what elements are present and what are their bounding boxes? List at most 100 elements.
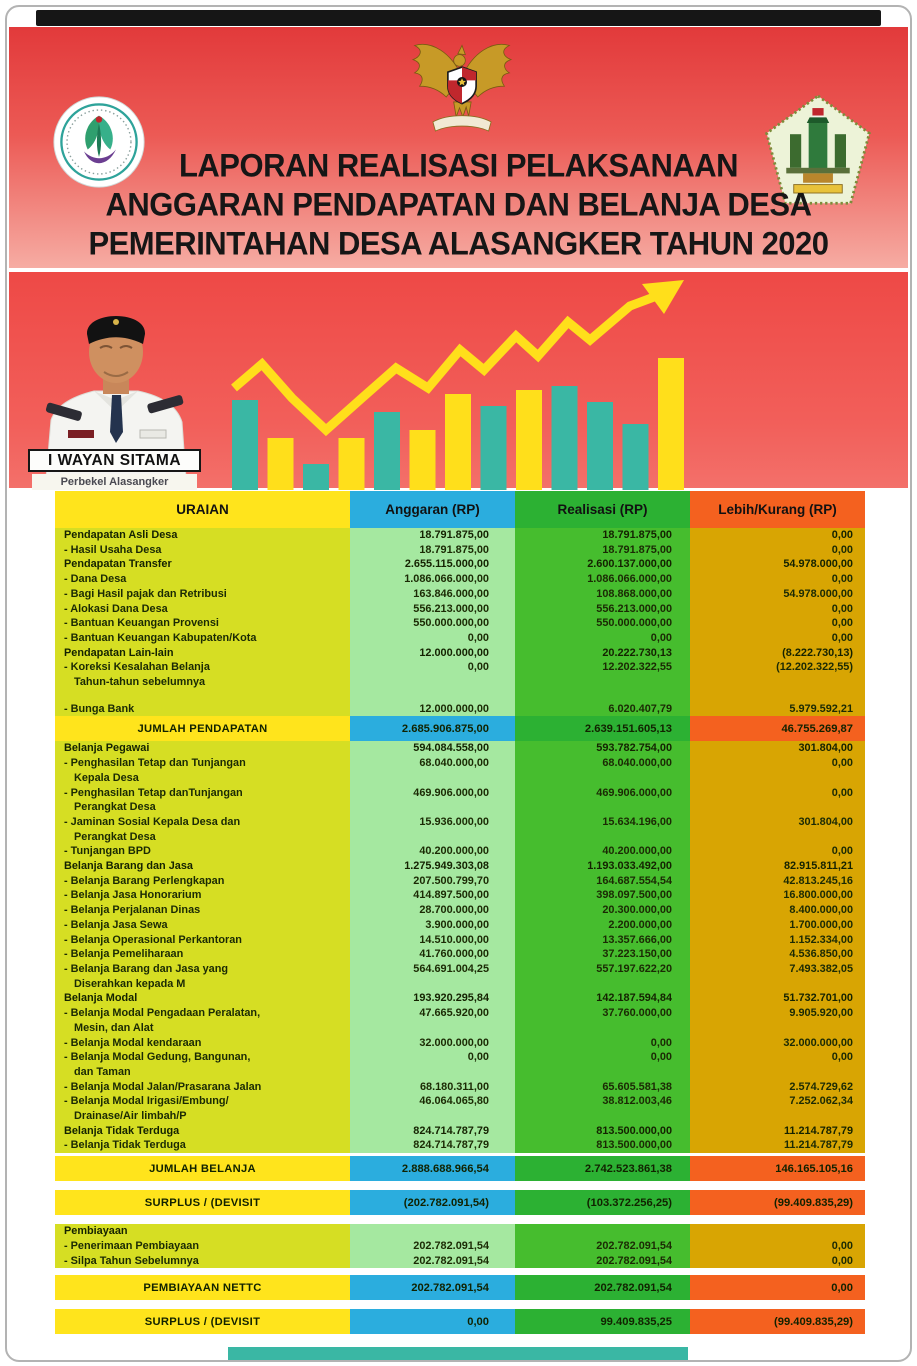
table-row: Belanja Pegawai 594.084.558,00 593.782.754…	[55, 741, 865, 757]
teal-bar	[303, 464, 329, 490]
anggaran-cell: 68.040.000,00	[350, 756, 515, 786]
row-label: Drainase/Air limbah/P	[74, 1110, 187, 1123]
yellow-bar	[338, 438, 365, 490]
row-label: Tahun-tahun sebelumnya	[74, 676, 206, 689]
table-row: - Bunga Bank 12.000.000,00 6.020.407,79 5.9…	[55, 701, 865, 717]
realisasi-cell: 593.782.754,00	[515, 741, 690, 757]
uraian-cell: - Hasil Usaha Desa	[55, 542, 350, 558]
garuda-banner	[432, 115, 492, 132]
table-row: - Bantuan Keuangan Provensi 550.000.000,0…	[55, 616, 865, 631]
realisasi-cell: 1.193.033.492,00	[515, 859, 690, 874]
spacer-cell	[55, 689, 350, 702]
lebih-kurang-cell: 4.536.850,00	[690, 947, 865, 962]
anggaran-cell: 202.782.091,54	[350, 1238, 515, 1254]
row-label: Diserahkan kepada M	[74, 977, 186, 990]
lebih-kurang-cell: 46.755.269,87	[690, 716, 865, 742]
anggaran-cell: 824.714.787,79	[350, 1123, 515, 1139]
summary-label-cell: SURPLUS / (DEVISIT	[55, 1190, 350, 1216]
row-label: - Penerimaan Pembiayaan	[64, 1239, 199, 1252]
realisasi-cell: 37.223.150,00	[515, 947, 690, 962]
uraian-cell: - Penghasilan Tetap dan Tunjangan Kepala …	[55, 756, 350, 786]
hat-emblem	[113, 319, 119, 325]
table-row: - Belanja Tidak Terduga 824.714.787,79 813…	[55, 1138, 865, 1154]
row-label: Pembiayaan	[64, 1225, 128, 1238]
realisasi-cell: 813.500.000,00	[515, 1138, 690, 1154]
lebih-kurang-cell: 301.804,00	[690, 741, 865, 757]
table-row: Pendapatan Transfer 2.655.115.000,00 2.600…	[55, 557, 865, 573]
uraian-cell: - Belanja Modal Pengadaan Peralatan, Mesi…	[55, 1006, 350, 1036]
yellow-bar	[409, 430, 436, 490]
realisasi-cell: 202.782.091,54	[515, 1253, 690, 1269]
anggaran-cell: 1.275.949.303,08	[350, 859, 515, 874]
uraian-cell: - Bagi Hasil pajak dan Retribusi	[55, 586, 350, 602]
row-label: - Bagi Hasil pajak dan Retribusi	[64, 587, 227, 600]
anggaran-cell: 0,00	[350, 1309, 515, 1335]
table-row: Belanja Modal 193.920.295,84 142.187.594,8…	[55, 991, 865, 1007]
realisasi-cell: 68.040.000,00	[515, 756, 690, 786]
realisasi-cell: 6.020.407,79	[515, 701, 690, 717]
table-row: - Belanja Operasional Perkantoran 14.510.…	[55, 932, 865, 948]
anggaran-cell: 14.510.000,00	[350, 932, 515, 948]
realisasi-cell: 202.782.091,54	[515, 1275, 690, 1301]
row-label: - Alokasi Dana Desa	[64, 602, 168, 615]
realisasi-cell: 556.213.000,00	[515, 601, 690, 617]
realisasi-cell: 0,00	[515, 1035, 690, 1051]
summary-row: JUMLAH BELANJA 2.888.688.966,54 2.742.523.…	[55, 1156, 865, 1182]
row-label: - Jaminan Sosial Kepala Desa dan	[64, 815, 241, 828]
anggaran-cell: 0,00	[350, 630, 515, 646]
column-header-lebih-kurang: Lebih/Kurang (RP)	[690, 491, 865, 528]
garuda-pancasila-emblem	[411, 44, 513, 132]
page-title: LAPORAN REALISASI PELAKSANAAN ANGGARAN P…	[9, 146, 908, 263]
row-label: - Tunjangan BPD	[64, 845, 151, 858]
lebih-kurang-cell: 54.978.000,00	[690, 557, 865, 573]
realisasi-cell: 18.791.875,00	[515, 528, 690, 543]
lebih-kurang-cell: 0,00	[690, 542, 865, 558]
row-label: Belanja Modal	[64, 992, 138, 1005]
lebih-kurang-cell: 0,00	[690, 1050, 865, 1080]
anggaran-cell: 0,00	[350, 660, 515, 690]
anggaran-cell: 15.936.000,00	[350, 814, 515, 845]
table-row: - Belanja Jasa Honorarium 414.897.500,00 3…	[55, 888, 865, 904]
row-label: - Penghasilan Tetap dan Tunjangan	[64, 757, 246, 770]
table-row: - Jaminan Sosial Kepala Desa dan Perangka…	[55, 814, 865, 845]
table-row: - Hasil Usaha Desa 18.791.875,00 18.791.87…	[55, 542, 865, 558]
trend-arrowhead	[642, 280, 684, 314]
teal-bar	[622, 424, 649, 490]
row-label: Belanja Tidak Terduga	[64, 1124, 180, 1137]
spacer-cell	[690, 689, 865, 702]
anggaran-cell: 207.500.799,70	[350, 873, 515, 889]
summary-label-cell: PEMBIAYAAN NETTC	[55, 1275, 350, 1301]
lebih-kurang-cell: (12.202.322,55)	[690, 660, 865, 690]
anggaran-cell: 594.084.558,00	[350, 741, 515, 757]
row-label: - Dana Desa	[64, 573, 127, 586]
lebih-kurang-cell: 0,00	[690, 785, 865, 815]
spacer-row	[55, 689, 865, 702]
summary-row: JUMLAH PENDAPATAN 2.685.906.875,00 2.639.1…	[55, 716, 865, 742]
anggaran-cell: 556.213.000,00	[350, 601, 515, 617]
realisasi-cell: 12.202.322,55	[515, 660, 690, 690]
shoulder-board-left	[45, 402, 82, 421]
realisasi-cell: 99.409.835,25	[515, 1309, 690, 1335]
lebih-kurang-cell: 0,00	[690, 601, 865, 617]
table-row: - Alokasi Dana Desa 556.213.000,00 556.213…	[55, 601, 865, 617]
table-header-row: URAIAN Anggaran (RP) Realisasi (RP) Lebi…	[55, 491, 865, 528]
table-row: Pendapatan Lain-lain 12.000.000,00 20.222.…	[55, 645, 865, 661]
anggaran-cell: 2.685.906.875,00	[350, 716, 515, 742]
table-row: - Belanja Perjalanan Dinas 28.700.000,00 2…	[55, 903, 865, 918]
row-label: Belanja Barang dan Jasa	[64, 860, 193, 873]
anggaran-cell: (202.782.091,54)	[350, 1190, 515, 1216]
table-row: - Belanja Modal Irigasi/Embung/Drainase/…	[55, 1094, 865, 1124]
anggaran-cell: 18.791.875,00	[350, 542, 515, 558]
row-label: - Bantuan Keuangan Kabupaten/Kota	[64, 631, 257, 644]
uraian-cell: - Belanja Jasa Sewa	[55, 917, 350, 933]
lebih-kurang-cell: 51.732.701,00	[690, 991, 865, 1007]
row-label: - Koreksi Kesalahan Belanja	[64, 661, 210, 674]
table-row: - Belanja Jasa Sewa 3.900.000,00 2.200.000…	[55, 917, 865, 933]
name-tag	[68, 430, 94, 438]
realisasi-cell: 2.742.523.861,38	[515, 1156, 690, 1182]
row-label: Perangkat Desa	[74, 830, 156, 843]
uraian-cell: - Belanja Operasional Perkantoran	[55, 932, 350, 948]
row-label: - Belanja Operasional Perkantoran	[64, 933, 242, 946]
official-name-label: I WAYAN SITAMA	[28, 449, 201, 472]
column-header-realisasi: Realisasi (RP)	[515, 491, 690, 528]
